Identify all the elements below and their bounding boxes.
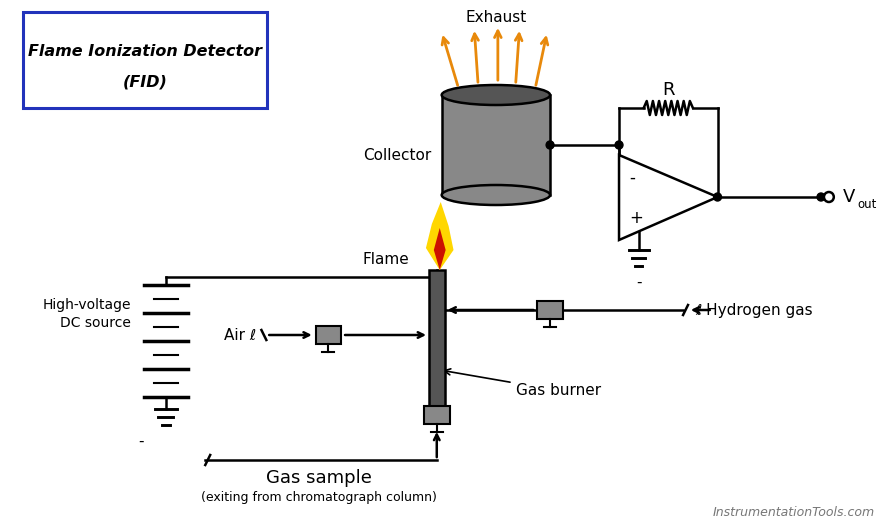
Text: V: V [842,188,854,206]
Text: -: - [628,169,634,187]
Circle shape [823,192,833,202]
Text: ℓ Hydrogen gas: ℓ Hydrogen gas [694,302,812,318]
Text: InstrumentationTools.com: InstrumentationTools.com [712,505,874,519]
Text: Exhaust: Exhaust [465,11,526,25]
Text: Air ℓ: Air ℓ [224,328,256,342]
Text: Gas sample: Gas sample [265,469,371,487]
Bar [424,406,449,424]
Text: Gas burner: Gas burner [444,369,600,398]
Bar [315,326,341,344]
Ellipse shape [441,85,549,105]
Text: High-voltage: High-voltage [43,298,131,312]
Text: -: - [138,433,144,449]
Text: -: - [635,275,641,289]
Text: out: out [857,197,876,210]
Bar [441,95,549,195]
Ellipse shape [441,185,549,205]
Circle shape [713,193,720,201]
Text: (FID): (FID) [122,75,167,89]
Circle shape [546,141,554,149]
Bar [429,270,444,415]
Text: Collector: Collector [363,147,431,163]
Polygon shape [425,202,453,270]
Circle shape [816,193,824,201]
Text: +: + [628,209,642,227]
Polygon shape [433,228,445,270]
Text: R: R [661,81,673,99]
Bar [537,301,563,319]
Text: Flame Ionization Detector: Flame Ionization Detector [28,45,262,59]
Polygon shape [618,155,717,240]
Text: DC source: DC source [60,316,131,330]
Circle shape [614,141,622,149]
FancyBboxPatch shape [23,12,267,108]
Text: (exiting from chromatograph column): (exiting from chromatograph column) [200,491,436,503]
Text: Flame: Flame [362,252,408,268]
